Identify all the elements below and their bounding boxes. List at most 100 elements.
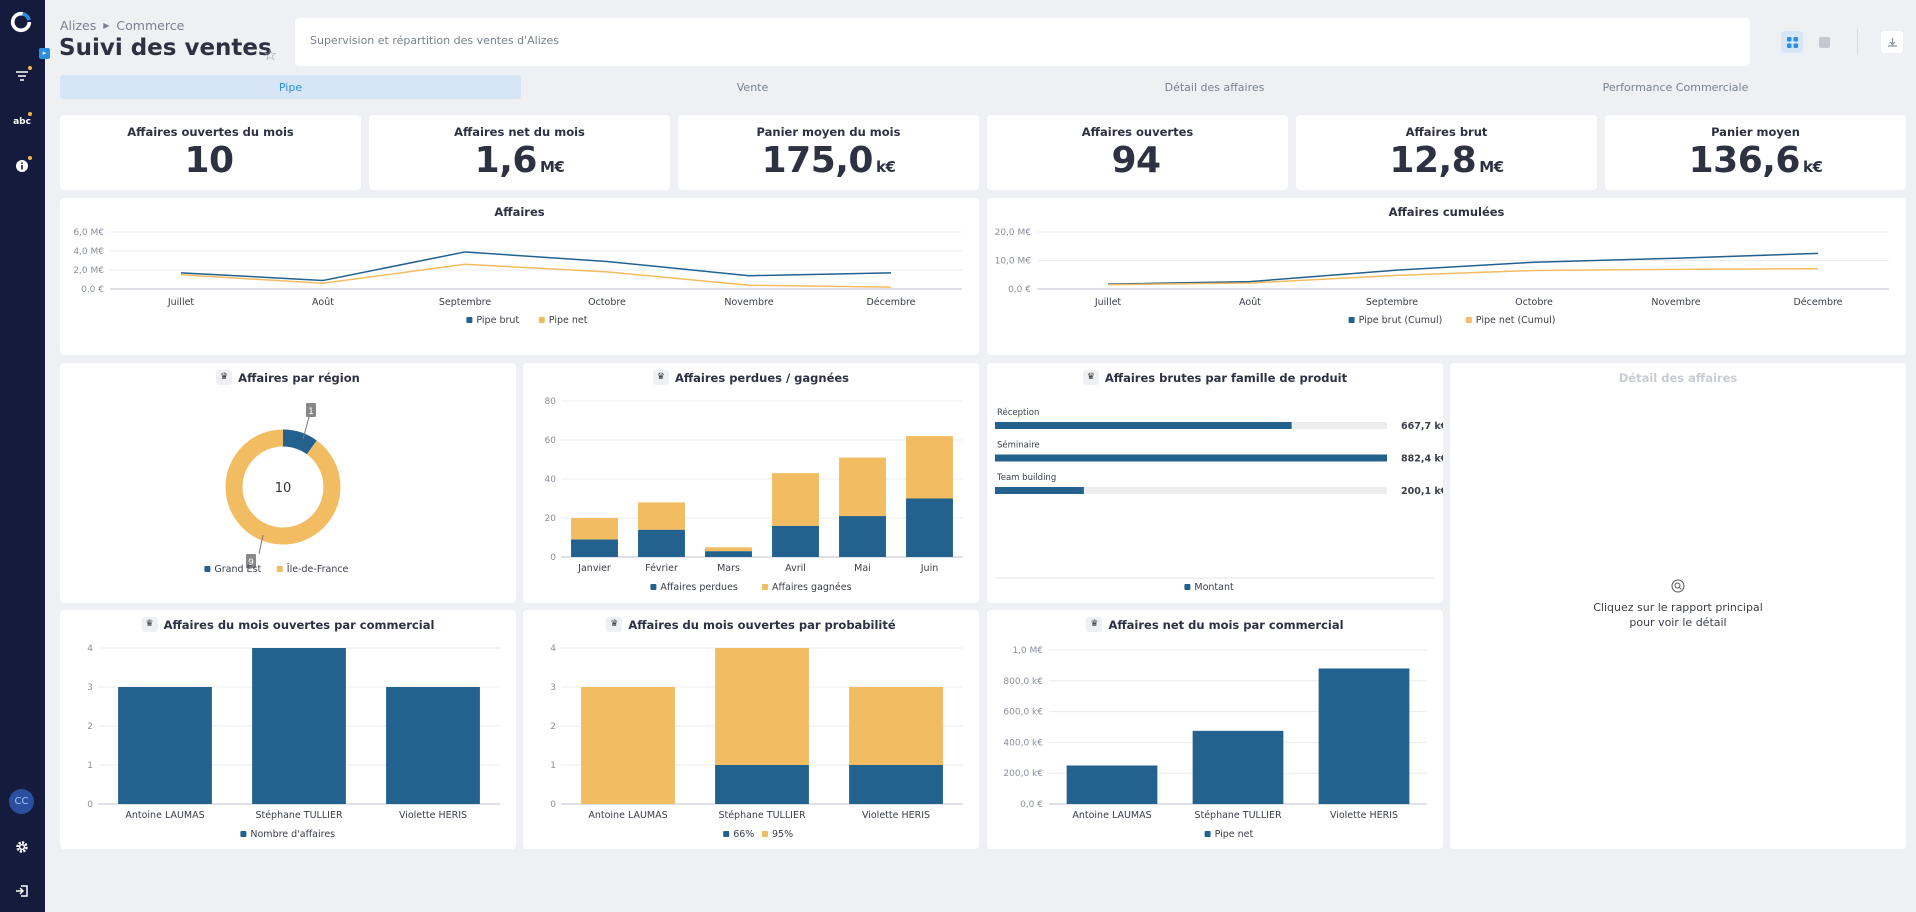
chart-title-text: Affaires net du mois par commercial (1108, 617, 1344, 632)
legend-swatch (276, 566, 283, 572)
tab-vente[interactable]: Vente (736, 80, 769, 94)
kpi-card[interactable]: Affaires ouvertes 94 (987, 115, 1288, 190)
legend-swatch (762, 831, 768, 837)
y-tick-label: 1,0 M€ (1012, 646, 1043, 656)
hbar-chart-famille[interactable]: Réception 667,7 k€ Séminaire 882,4 k€ Team b… (987, 387, 1443, 602)
y-tick-label: 4,0 M€ (73, 247, 104, 257)
user-avatar[interactable]: CC (9, 789, 34, 814)
chart-card-net[interactable]: ♛ Affaires net du mois par commercial 0,0… (987, 610, 1443, 849)
y-tick-label: 6,0 M€ (73, 228, 104, 238)
chart-card-region[interactable]: ♛ Affaires par région 10 1 9 Grand Est Île-de… (60, 363, 516, 603)
y-tick-label: 2,0 M€ (73, 266, 104, 276)
line-chart-cumul[interactable]: 0,0 € 10,0 M€ 20,0 M€ Juillet Août Septembre O… (987, 220, 1906, 355)
y-tick-label: 3 (550, 683, 556, 693)
chart-card-probabilite[interactable]: ♛ Affaires du mois ouvertes par probabili… (523, 610, 979, 849)
legend-swatch (240, 831, 247, 837)
info-icon[interactable] (10, 154, 34, 178)
app-logo-icon[interactable] (9, 10, 33, 34)
x-tick-label: Décembre (866, 297, 915, 308)
chart-title: Affaires cumulées (987, 205, 1906, 219)
tab-detail-affaires[interactable]: Détail des affaires (1164, 80, 1265, 94)
value-label: 882,4 k€ (1401, 454, 1443, 465)
kpi-card[interactable]: Panier moyen 136,6 k€ (1605, 115, 1906, 190)
legend-label: Pipe brut (Cumul) (1359, 315, 1443, 326)
text-format-icon[interactable]: abc (10, 110, 34, 134)
line-chart-affaires[interactable]: 0,0 € 2,0 M€ 4,0 M€ 6,0 M€ Juillet Août Septem… (60, 220, 979, 355)
main-content: Alizes ▶ Commerce Suivi des ventes ☆ Sup… (45, 0, 1916, 912)
legend-swatch (1465, 317, 1472, 323)
slice-label-box (306, 403, 316, 417)
leader-line (302, 416, 310, 440)
kpi-card[interactable]: Affaires ouvertes du mois 10 (60, 115, 361, 190)
legend-swatch (1348, 317, 1355, 323)
breadcrumb-current[interactable]: Commerce (116, 18, 185, 33)
logout-icon[interactable] (10, 879, 34, 903)
y-tick-label: 0,0 € (81, 285, 104, 295)
category-label: Team building (996, 473, 1056, 483)
bar-chart-net[interactable]: 0,0 € 200,0 k€ 400,0 k€ 600,0 k€ 800,0 k€ 1,0… (987, 634, 1443, 849)
tab-performance-commerciale[interactable]: Performance Commerciale (1602, 80, 1749, 94)
chart-card-perdues[interactable]: ♛ Affaires perdues / gagnées 0 20 40 60 80 Jan… (523, 363, 979, 603)
grid-view-icon[interactable] (1781, 31, 1803, 53)
chart-card-cumul[interactable]: Affaires cumulées 0,0 € 10,0 M€ 20,0 M€ Jui… (987, 198, 1906, 355)
single-view-icon[interactable] (1813, 31, 1835, 53)
legend-swatch (466, 317, 473, 323)
y-tick-label: 40 (545, 475, 557, 485)
bar (772, 525, 819, 557)
crown-icon: ♛ (652, 370, 669, 385)
x-tick-label: Juillet (167, 297, 195, 308)
x-tick-label: Violette HERIS (399, 810, 467, 821)
chart-card-affaires[interactable]: Affaires 0,0 € 2,0 M€ 4,0 M€ 6,0 M€ Juillet A… (60, 198, 979, 355)
value-label: 667,7 k€ (1401, 421, 1443, 432)
x-tick-label: Novembre (1651, 297, 1700, 308)
bar-chart-perdues[interactable]: 0 20 40 60 80 Janvier Février Mars Avril Mai Juin A… (523, 387, 979, 602)
bar-chart-probabilite[interactable]: 0 1 2 3 4 Antoine LAUMAS Stéphane TULLIER Viole… (523, 634, 979, 849)
legend-label: 95% (772, 829, 793, 840)
y-tick-label: 4 (550, 644, 556, 654)
download-icon[interactable] (1881, 31, 1903, 53)
crown-icon: ♛ (606, 617, 623, 632)
legend-label: Pipe brut (476, 315, 519, 326)
detail-card[interactable]: Détail des affaires Cliquez sur le rappo… (1450, 363, 1906, 849)
x-tick-label: Août (1239, 297, 1261, 308)
tab-pipe[interactable]: Pipe (60, 75, 521, 99)
bar (571, 539, 618, 557)
legend-swatch (723, 831, 730, 837)
bar (1066, 765, 1158, 804)
bar (705, 551, 752, 557)
legend-label: Affaires gagnées (772, 582, 852, 593)
crown-icon: ♛ (216, 370, 233, 385)
kpi-card[interactable]: Panier moyen du mois 175,0 k€ (678, 115, 979, 190)
legend-label: Pipe net (1215, 829, 1254, 840)
category-label: Réception (997, 407, 1039, 418)
bar-chart-commercial[interactable]: 0 1 2 3 4 Antoine LAUMAS Stéphane TULLIER Viole… (60, 634, 516, 849)
kpi-number: 12,8 (1389, 140, 1477, 181)
detail-placeholder: Cliquez sur le rapport principal pour vo… (1450, 578, 1906, 629)
dashboard-description: Supervision et répartition des ventes d'… (295, 18, 1750, 66)
kpi-number: 10 (184, 140, 234, 181)
x-tick-label: Violette HERIS (1330, 810, 1398, 821)
kpi-card[interactable]: Affaires brut 12,8 M€ (1296, 115, 1597, 190)
series-line-brut (180, 251, 892, 282)
legend-label: Grand Est (214, 564, 261, 575)
favorite-star-icon[interactable]: ☆ (263, 45, 278, 64)
legend-swatch (204, 566, 211, 572)
chart-card-famille[interactable]: ♛ Affaires brutes par famille de produit … (987, 363, 1443, 603)
sidebar: ▸ abc CC (0, 0, 50, 912)
page-title: Suivi des ventes (59, 35, 272, 61)
filter-icon[interactable] (10, 64, 34, 88)
y-tick-label: 20 (545, 514, 557, 524)
x-tick-label: Violette HERIS (862, 810, 930, 821)
bar (906, 498, 953, 557)
bar (772, 473, 819, 526)
kpi-title: Affaires ouvertes (1081, 125, 1194, 139)
kpi-value: 94 (987, 140, 1288, 181)
breadcrumb-root[interactable]: Alizes (60, 18, 97, 33)
chart-title: ♛ Affaires perdues / gagnées (523, 370, 979, 385)
chart-card-commercial[interactable]: ♛ Affaires du mois ouvertes par commercia… (60, 610, 516, 849)
y-tick-label: 0 (87, 800, 93, 810)
kpi-card[interactable]: Affaires net du mois 1,6 M€ (369, 115, 670, 190)
settings-gear-icon[interactable] (10, 835, 34, 859)
expand-sidebar-icon[interactable]: ▸ (39, 48, 50, 59)
